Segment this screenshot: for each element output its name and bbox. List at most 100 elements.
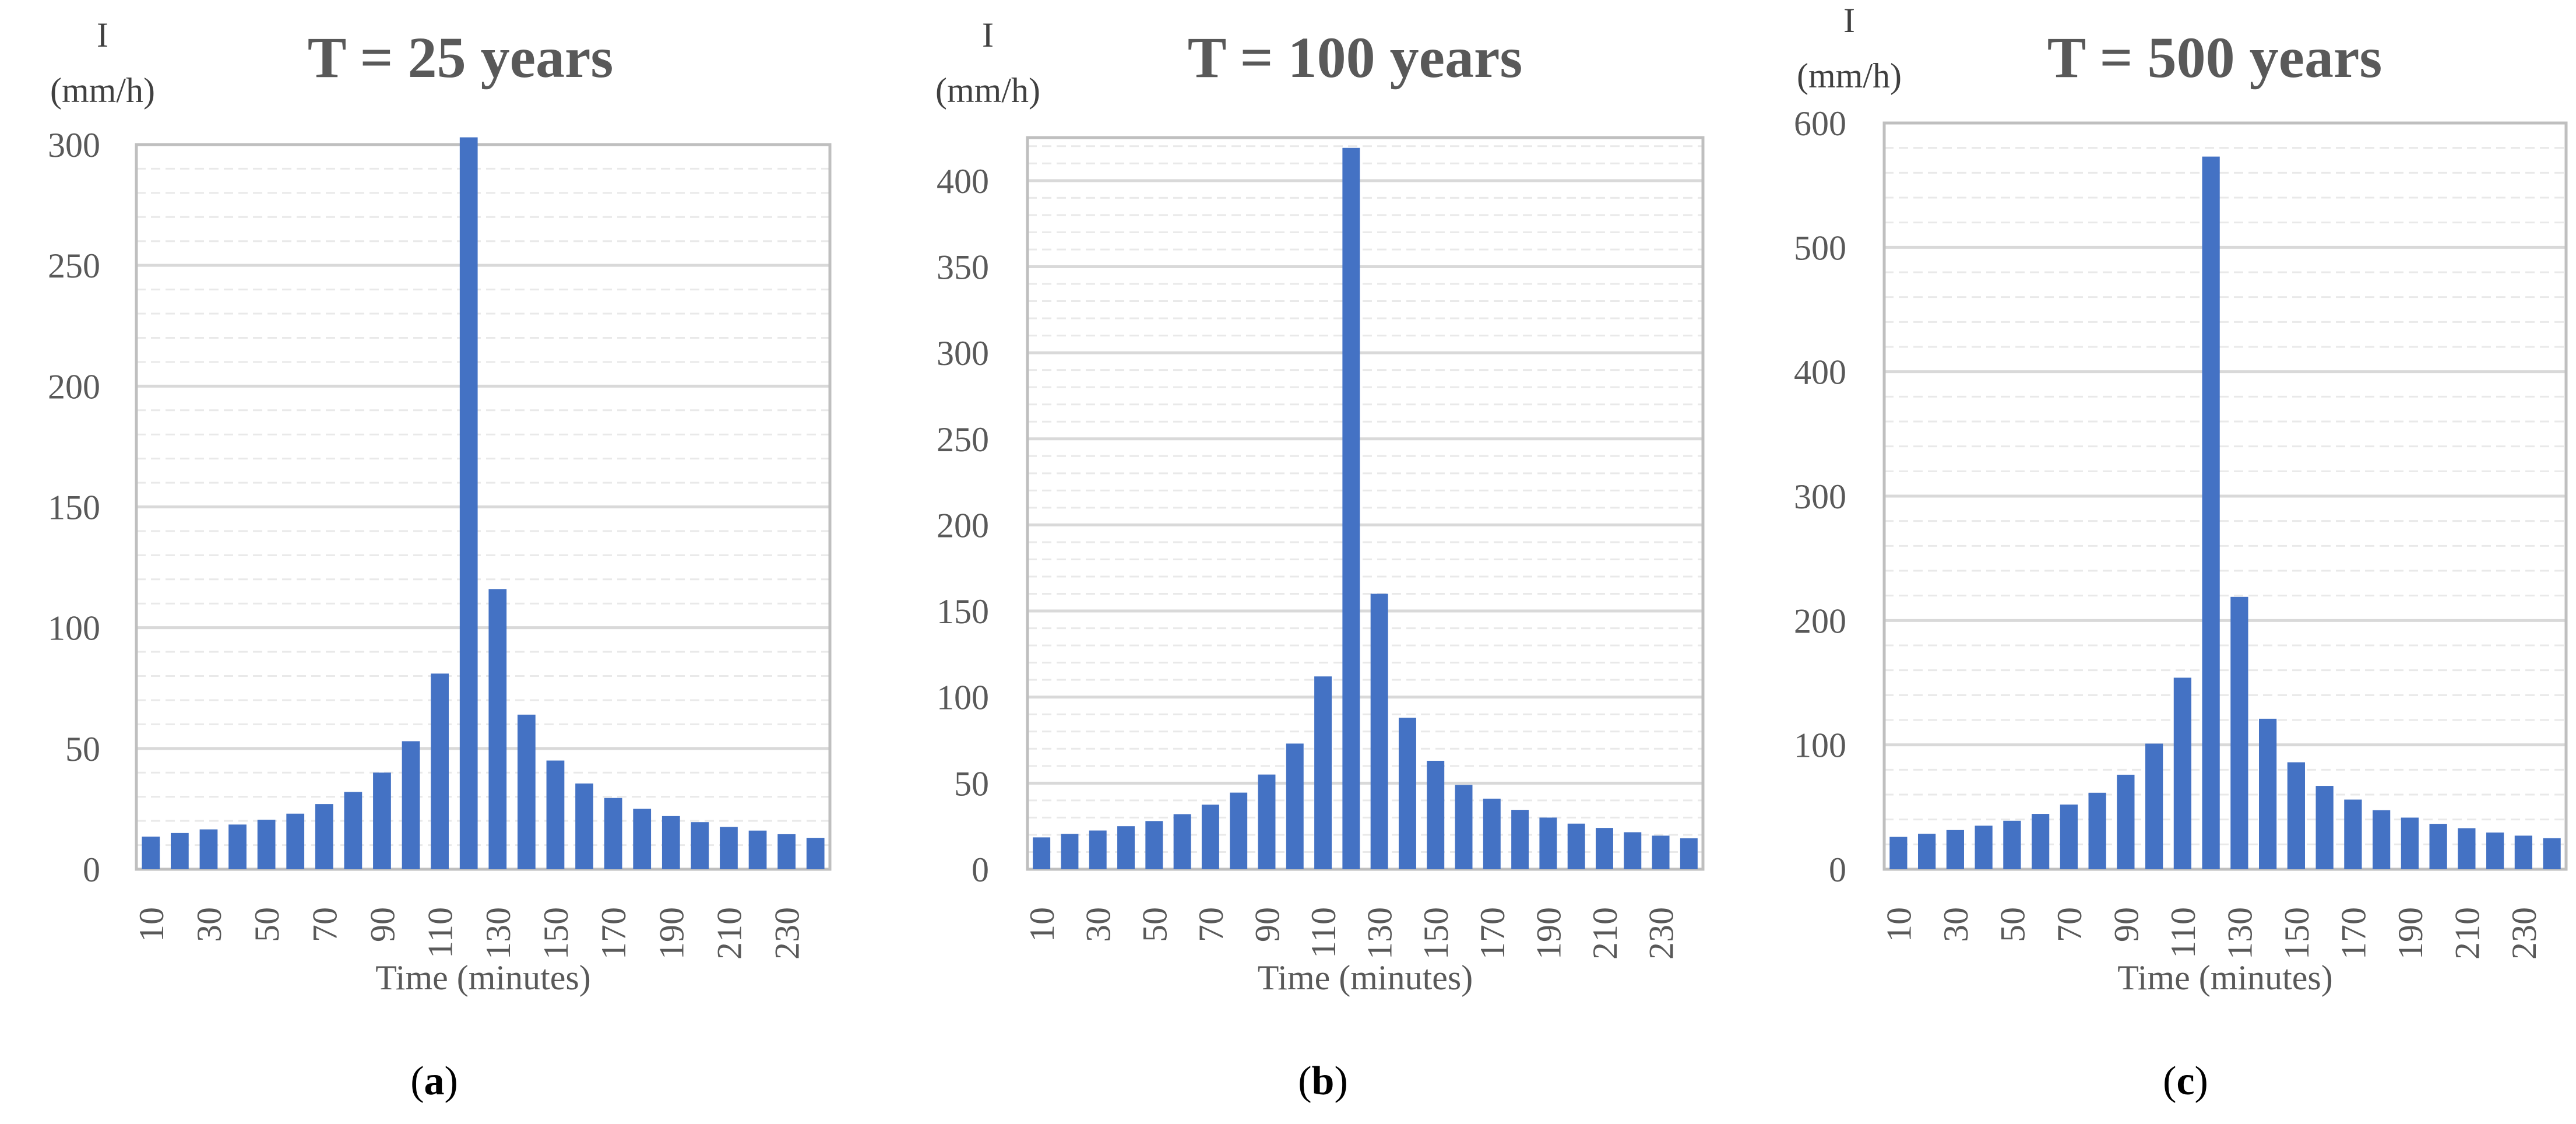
bar-40 — [1117, 826, 1135, 869]
y-tick-label: 150 — [937, 592, 989, 631]
bar-50 — [2003, 820, 2021, 869]
x-tick-label: 230 — [2505, 907, 2543, 960]
bar-100 — [402, 741, 420, 869]
bar-160 — [1455, 785, 1473, 869]
x-tick-label: 110 — [2164, 907, 2202, 958]
bar-190 — [2401, 817, 2419, 869]
x-tick-label: 10 — [1023, 907, 1061, 942]
bar-140 — [1398, 718, 1416, 869]
bar-220 — [748, 830, 767, 869]
bar-120 — [2202, 156, 2220, 870]
y-tick-label: 0 — [1829, 851, 1846, 889]
chart-panel-b: 0 50 100 150 200 250 300 350 400 10 30 50 70 90 110 130… — [935, 16, 1705, 1104]
x-tick-label: 70 — [1192, 907, 1230, 942]
x-axis-label: Time (minutes) — [375, 958, 590, 997]
y-tick-label: 200 — [937, 506, 989, 545]
bar-30 — [199, 829, 218, 869]
y-axis-label-symbol: I — [1843, 1, 1855, 40]
bar-190 — [1539, 817, 1557, 869]
y-tick-label: 400 — [937, 162, 989, 201]
bar-10 — [1889, 837, 1908, 869]
bar-100 — [1286, 743, 1304, 869]
bar-190 — [661, 816, 680, 869]
x-tick-label: 110 — [421, 907, 460, 958]
bar-240 — [806, 838, 825, 869]
bar-180 — [2373, 810, 2391, 869]
bar-120 — [459, 137, 478, 869]
y-axis-label-unit: (mm/h) — [935, 71, 1040, 110]
bar-180 — [1511, 810, 1529, 869]
x-tick-label: 70 — [2050, 907, 2089, 942]
y-axis-label-unit: (mm/h) — [50, 71, 155, 110]
x-tick-label: 150 — [2278, 907, 2316, 960]
bar-70 — [2060, 805, 2078, 869]
y-tick-label: 50 — [954, 764, 989, 803]
y-tick-label: 200 — [1794, 602, 1846, 640]
bar-150 — [546, 760, 565, 869]
x-tick-label: 130 — [479, 907, 518, 960]
y-tick-label: 100 — [48, 609, 100, 648]
x-tick-label: 90 — [2107, 907, 2145, 942]
y-tick-label: 100 — [1794, 726, 1846, 765]
plot-area-frame — [135, 143, 832, 871]
bar-240 — [1680, 838, 1698, 869]
bar-200 — [2429, 824, 2447, 869]
chart-title: T = 25 years — [308, 25, 614, 90]
y-tick-label: 500 — [1794, 229, 1846, 267]
bar-130 — [488, 589, 507, 869]
bar-180 — [633, 809, 652, 869]
x-tick-label: 70 — [305, 907, 344, 942]
x-tick-label: 190 — [2391, 907, 2430, 960]
x-tick-label: 90 — [363, 907, 402, 942]
plot-area-frame — [1882, 121, 2568, 871]
y-tick-label: 50 — [65, 730, 100, 768]
panel-label: (b) — [1298, 1059, 1348, 1104]
x-tick-label: 150 — [1417, 907, 1455, 960]
bar-10 — [142, 837, 160, 869]
x-tick-label: 30 — [1937, 907, 1975, 942]
bar-90 — [1258, 774, 1276, 869]
x-axis-label: Time (minutes) — [1258, 958, 1473, 997]
y-tick-label: 200 — [48, 367, 100, 406]
bar-220 — [1624, 832, 1642, 869]
bar-200 — [691, 822, 709, 869]
x-tick-label: 190 — [652, 907, 691, 960]
bar-210 — [720, 827, 738, 869]
bar-50 — [1145, 821, 1163, 869]
bar-170 — [604, 798, 622, 869]
x-axis-label: Time (minutes) — [2117, 958, 2332, 997]
bar-80 — [2088, 792, 2106, 869]
bar-230 — [2514, 835, 2532, 869]
x-tick-label: 210 — [1586, 907, 1624, 960]
bar-140 — [2259, 718, 2277, 869]
x-tick-label: 90 — [1248, 907, 1286, 942]
bar-80 — [344, 792, 363, 869]
x-tick-label: 50 — [248, 907, 286, 942]
y-tick-label: 300 — [48, 126, 100, 164]
y-tick-label: 300 — [1794, 477, 1846, 516]
x-tick-label: 110 — [1304, 907, 1343, 958]
x-tick-label: 170 — [1473, 907, 1512, 960]
x-tick-label: 130 — [1361, 907, 1399, 960]
bar-40 — [228, 824, 247, 869]
x-tick-label: 150 — [537, 907, 575, 960]
bar-70 — [1201, 805, 1219, 869]
y-axis-label-unit: (mm/h) — [1797, 57, 1902, 95]
panel-letter: c — [2176, 1059, 2194, 1104]
bar-160 — [575, 783, 593, 869]
panel-letter: a — [424, 1059, 445, 1104]
y-tick-label: 0 — [972, 851, 989, 889]
bar-150 — [2287, 762, 2305, 869]
bar-60 — [286, 813, 305, 869]
y-axis-label-symbol: I — [97, 16, 108, 54]
bar-70 — [315, 804, 333, 869]
bar-60 — [1173, 814, 1191, 869]
panel-letter: b — [1312, 1059, 1335, 1104]
x-tick-label: 170 — [594, 907, 633, 960]
bar-120 — [1342, 147, 1360, 869]
bar-210 — [1596, 828, 1613, 869]
bar-90 — [2117, 774, 2135, 869]
bar-170 — [1483, 798, 1501, 869]
bar-160 — [2315, 786, 2334, 869]
